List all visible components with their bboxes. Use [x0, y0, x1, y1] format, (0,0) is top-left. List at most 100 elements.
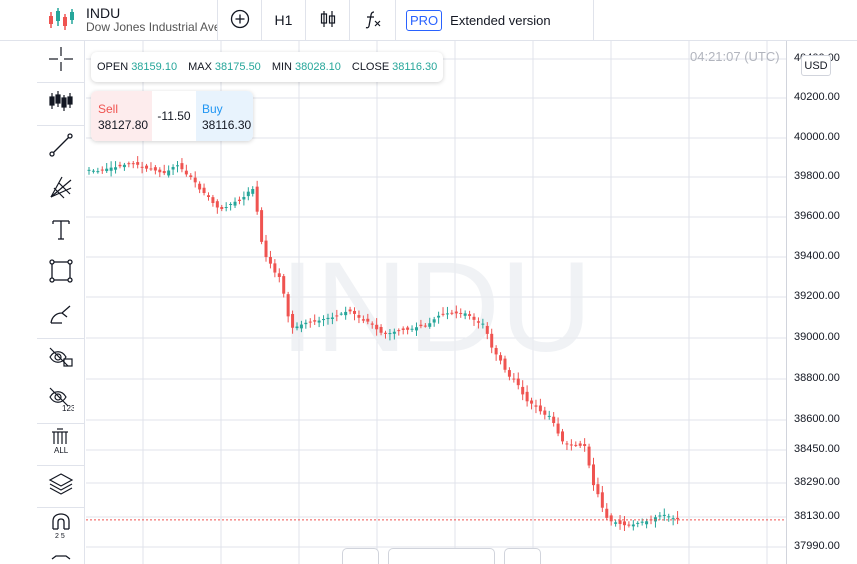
buy-button[interactable]: Buy 38116.30: [196, 91, 253, 141]
candle-body: [667, 516, 670, 517]
zoom-reset-button[interactable]: [388, 548, 495, 564]
price-axis-label: 40200.00: [794, 91, 840, 103]
more-tools-button[interactable]: [37, 549, 85, 564]
layers-tool[interactable]: [37, 465, 85, 505]
remove-all-tool[interactable]: ALL: [37, 423, 85, 463]
rectangle-tool[interactable]: [37, 253, 85, 293]
candle-body: [570, 444, 573, 445]
candle-body: [326, 318, 329, 319]
candle-body: [180, 163, 183, 169]
candle-body: [269, 257, 272, 264]
candle-body: [490, 334, 493, 348]
open-value: 38159.10: [131, 61, 177, 73]
text-tool[interactable]: [37, 212, 85, 252]
brush-tool[interactable]: [37, 296, 85, 336]
price-axis-label: 38290.00: [794, 476, 840, 488]
magnet-tool[interactable]: 2 5: [37, 507, 85, 547]
price-axis-label: 38130.00: [794, 510, 840, 522]
candle-body: [340, 314, 343, 315]
candle-body: [349, 309, 352, 311]
scroll-right-button[interactable]: [504, 548, 541, 564]
candle-body: [442, 314, 445, 315]
chart-type-button[interactable]: [306, 0, 350, 40]
hide-drawings-tool[interactable]: [37, 339, 85, 379]
candle-body: [601, 492, 604, 507]
price-axis-label: 39200.00: [794, 290, 840, 302]
candle-body: [220, 207, 223, 209]
trade-panel: Sell 38127.80 -11.50 Buy 38116.30: [91, 91, 253, 141]
candle-body: [127, 163, 130, 164]
candle-body: [242, 197, 245, 199]
candle-body: [663, 515, 666, 516]
candle-body: [419, 325, 422, 326]
candle-body: [273, 263, 276, 272]
candle-body: [654, 517, 657, 521]
candle-body: [548, 416, 551, 417]
fib-fan-tool[interactable]: [37, 169, 85, 209]
extended-version-toggle[interactable]: PRO Extended version: [396, 0, 594, 40]
candle-body: [145, 166, 148, 169]
hide-indicators-tool[interactable]: 123: [37, 381, 85, 421]
candle-body: [579, 443, 582, 445]
candle-body: [225, 207, 228, 208]
candle-body: [304, 323, 307, 324]
candle-body: [658, 515, 661, 516]
scroll-left-button[interactable]: [342, 548, 379, 564]
candle-body: [366, 319, 369, 322]
candle-body: [455, 312, 458, 314]
svg-text:ALL: ALL: [54, 446, 69, 455]
crosshair-tool[interactable]: [37, 41, 85, 81]
remove-all-icon: ALL: [49, 427, 73, 460]
candle-body: [605, 509, 608, 518]
candle-body: [331, 318, 334, 319]
candle-body: [105, 169, 108, 171]
candle-body: [561, 431, 564, 441]
server-time: 04:21:07 (UTC): [690, 49, 780, 64]
candle-body: [313, 320, 316, 321]
candle-body: [371, 324, 374, 325]
candle-body: [632, 525, 635, 527]
candle-body: [592, 464, 595, 485]
candle-body: [207, 195, 210, 197]
svg-text:2 5: 2 5: [55, 533, 65, 539]
candle-body: [481, 324, 484, 325]
close-label: CLOSE: [352, 61, 389, 73]
candle-body: [450, 313, 453, 314]
candle-body: [508, 370, 511, 377]
indicators-button[interactable]: [350, 0, 396, 40]
candle-body: [216, 201, 219, 207]
max-label: MAX: [188, 61, 212, 73]
candle-body: [672, 518, 675, 519]
chart-navigation: [342, 548, 550, 564]
candle-body: [543, 411, 546, 415]
candle-body: [101, 170, 104, 171]
candle-body: [291, 314, 294, 328]
candle-body: [473, 317, 476, 320]
candle-body: [203, 188, 206, 193]
candle-body: [287, 294, 290, 316]
interval-button[interactable]: H1: [262, 0, 306, 40]
price-axis-label: 37990.00: [794, 540, 840, 552]
candle-body: [375, 325, 378, 329]
watermark-text: INDU: [280, 236, 593, 379]
candle-body: [530, 401, 533, 404]
rectangle-icon: [48, 258, 74, 289]
candles-logo-icon: [47, 6, 75, 37]
add-indicator-button[interactable]: [218, 0, 262, 40]
candle-body: [357, 315, 360, 318]
chart-style-tool[interactable]: [37, 83, 85, 123]
trend-line-tool[interactable]: [37, 127, 85, 167]
candle-body: [499, 355, 502, 360]
buy-price: 38116.30: [202, 117, 253, 133]
sell-button[interactable]: Sell 38127.80: [91, 91, 152, 141]
spread-value: -11.50: [152, 91, 196, 141]
candle-body: [433, 319, 436, 322]
candle-body: [251, 189, 254, 194]
candle-body: [503, 359, 506, 370]
candle-body: [185, 171, 188, 175]
symbol-selector[interactable]: INDU Dow Jones Industrial Average: [0, 0, 218, 40]
candle-body: [459, 313, 462, 314]
currency-badge[interactable]: USD: [801, 55, 831, 76]
candle-body: [517, 379, 520, 386]
candle-body: [486, 326, 489, 334]
